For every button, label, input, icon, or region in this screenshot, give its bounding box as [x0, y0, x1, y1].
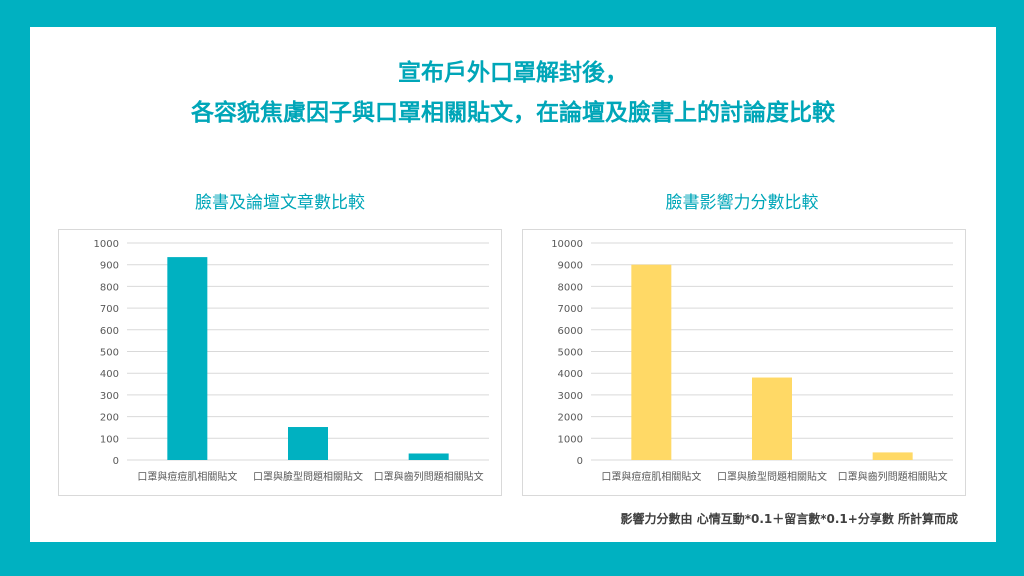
footnote: 影響力分數由 心情互動*0.1＋留言數*0.1+分享數 所計算而成 — [620, 512, 958, 526]
chart2-ytick-label: 2000 — [558, 413, 583, 424]
chart1-ytick-label: 0 — [113, 456, 119, 467]
chart2-bar — [752, 377, 792, 460]
chart1-bar — [167, 257, 208, 460]
chart1-ytick-label: 600 — [100, 326, 119, 337]
main-title-line2: 各容貌焦慮因子與口罩相關貼文，在論壇及臉書上的討論度比較 — [191, 100, 835, 126]
chart2-category-label: 口罩與齒列問題相關貼文 — [838, 470, 948, 483]
chart1-ytick-label: 800 — [100, 282, 119, 293]
chart1-ytick-label: 700 — [100, 304, 119, 315]
chart2-category-label: 口罩與痘痘肌相關貼文 — [601, 470, 701, 483]
chart2-bar — [631, 264, 672, 460]
chart2-ytick-label: 1000 — [558, 434, 583, 445]
chart1-category-label: 口罩與臉型問題相關貼文 — [253, 470, 363, 483]
chart2-ytick-label: 8000 — [558, 282, 583, 293]
chart1-category-label: 口罩與齒列問題相關貼文 — [374, 470, 484, 483]
chart1-ytick-label: 900 — [100, 261, 119, 272]
chart2-ytick-label: 7000 — [558, 304, 583, 315]
chart1-ytick-label: 400 — [100, 369, 119, 380]
chart1-title: 臉書及論壇文章數比較 — [195, 193, 365, 213]
chart2-ytick-label: 0 — [577, 456, 583, 467]
main-title-line1: 宣布戶外口罩解封後， — [398, 60, 628, 86]
chart2-ytick-label: 5000 — [558, 348, 583, 359]
chart1-ytick-label: 200 — [100, 413, 119, 424]
chart1-ytick-label: 300 — [100, 391, 119, 402]
chart2-ytick-label: 4000 — [558, 369, 583, 380]
chart1-box: 0 100 200 300 400 500 600 700 800 900 1000 口罩與痘痘肌相關… — [58, 229, 502, 496]
chart1-bar — [408, 453, 449, 460]
chart1-bar — [288, 427, 328, 460]
chart2-ytick-label: 6000 — [558, 326, 583, 337]
chart2-bar — [872, 452, 913, 460]
chart2-ytick-label: 9000 — [558, 261, 583, 272]
chart1-ytick-label: 500 — [100, 348, 119, 359]
chart1-ytick-label: 100 — [100, 434, 119, 445]
chart2-ytick-label: 10000 — [551, 239, 583, 250]
slide: 宣布戶外口罩解封後， 各容貌焦慮因子與口罩相關貼文，在論壇及臉書上的討論度比較 … — [30, 27, 996, 542]
chart1-ytick-label: 1000 — [94, 239, 119, 250]
chart1-plot: 0 100 200 300 400 500 600 700 800 900 1000 口罩與痘痘肌相關… — [94, 239, 489, 483]
chart2-ytick-label: 3000 — [558, 391, 583, 402]
chart2-category-label: 口罩與臉型問題相關貼文 — [717, 470, 827, 483]
chart2-title: 臉書影響力分數比較 — [665, 193, 819, 213]
chart1-category-label: 口罩與痘痘肌相關貼文 — [137, 470, 237, 483]
chart2-plot: 0 1000 2000 3000 4000 5000 6000 7000 8000 9000 100… — [551, 239, 953, 483]
chart2-box: 0 1000 2000 3000 4000 5000 6000 7000 8000 9000 100… — [522, 229, 966, 496]
